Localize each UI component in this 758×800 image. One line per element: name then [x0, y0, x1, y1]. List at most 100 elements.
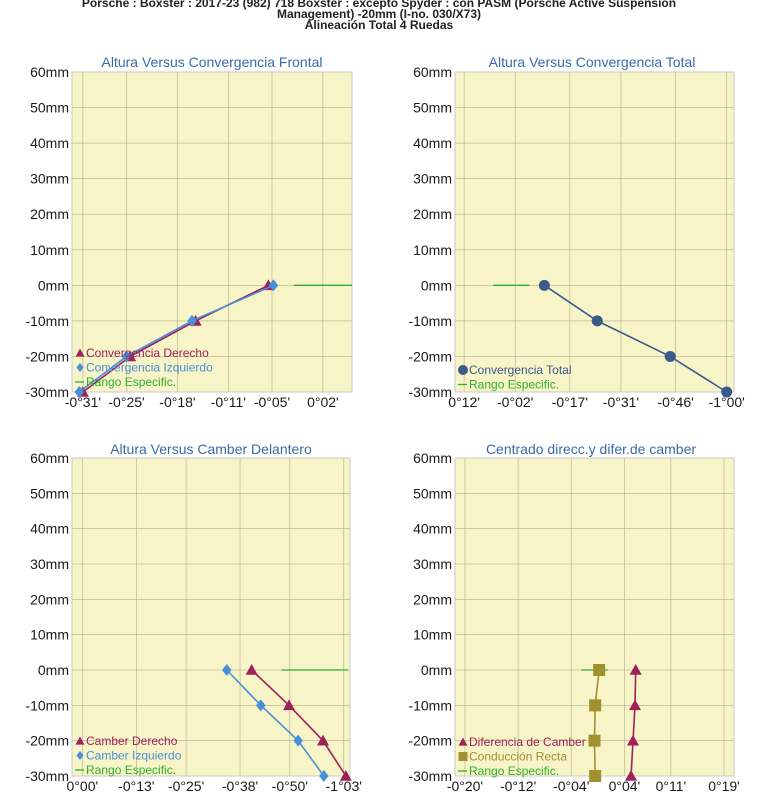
y-tick-label: 40mm: [413, 135, 452, 151]
header-line-2: Management) -20mm (I-no. 030/X73): [276, 7, 482, 21]
y-tick-label: 60mm: [30, 64, 69, 80]
y-tick-label: 10mm: [413, 627, 452, 643]
x-tick-label: -0°04': [553, 778, 589, 794]
y-tick-label: 0mm: [38, 662, 69, 678]
x-tick-label: -0°11': [211, 394, 246, 410]
series-line: [630, 669, 637, 777]
legend-label: Convergencia Total: [469, 363, 572, 377]
data-point: [627, 734, 640, 746]
y-tick-label: 50mm: [30, 485, 69, 501]
x-tick-label: -0°25': [168, 778, 204, 794]
y-tick-label: 0mm: [421, 277, 452, 293]
y-tick-label: 60mm: [413, 64, 452, 80]
y-tick-label: 40mm: [413, 521, 452, 537]
legend-swatch: [75, 736, 85, 745]
chart-panel-1: 60mm 50mm 40mm 30mm 20mm 10mm 0mm -10mm -20mm -30…: [25, 54, 353, 410]
data-point: [588, 734, 601, 747]
legend-label: Rango Especific.: [86, 375, 176, 389]
y-tick-label: 20mm: [30, 206, 69, 222]
series-line: [251, 669, 347, 777]
y-tick-label: -30mm: [408, 768, 452, 784]
chart-title: Altura Versus Convergencia Total: [489, 54, 696, 70]
y-tick-label: -30mm: [25, 384, 69, 400]
x-tick-label: -0°05': [254, 394, 290, 410]
data-point: [74, 386, 85, 398]
y-tick-label: 10mm: [30, 627, 69, 643]
y-tick-label: 10mm: [413, 242, 452, 258]
x-tick-label: -0°38': [222, 778, 258, 794]
series-line: [543, 284, 728, 393]
x-tick-label: 0°19': [708, 778, 740, 794]
plot-area: [72, 458, 350, 776]
y-tick-label: -20mm: [408, 733, 452, 749]
data-point: [593, 664, 606, 676]
data-point: [121, 350, 132, 363]
y-tick-label: 30mm: [413, 171, 452, 187]
y-tick-label: 0mm: [38, 277, 69, 293]
y-tick-label: 60mm: [30, 450, 69, 466]
header-line-3: Alineación Total 4 Ruedas: [304, 18, 454, 32]
x-tick-label: 0°02': [307, 394, 339, 410]
chart-panel-4: 60mm 50mm 40mm 30mm 20mm 10mm 0mm -10mm -20mm -30…: [408, 441, 739, 794]
data-point: [591, 315, 603, 327]
data-point: [721, 386, 733, 398]
legend-swatch: [458, 737, 468, 746]
x-tick-label: 0°00': [67, 778, 99, 794]
data-point: [245, 664, 258, 675]
series-line: [78, 284, 274, 393]
data-point: [317, 734, 330, 746]
x-tick-label: -0°25': [108, 394, 144, 410]
x-tick-label: -0°18': [159, 394, 195, 410]
data-point: [268, 279, 279, 292]
chart-title: Centrado direcc.y difer.de camber: [486, 441, 696, 457]
x-tick-label: -0°02': [497, 394, 533, 410]
chart-title: Altura Versus Convergencia Frontal: [102, 54, 323, 70]
y-tick-label: 50mm: [30, 100, 69, 116]
data-point: [293, 734, 303, 747]
y-tick-label: 30mm: [413, 556, 452, 572]
chart-title: Altura Versus Camber Delantero: [110, 441, 312, 457]
legend-swatch: [75, 348, 85, 357]
x-tick-label: -0°12': [500, 778, 536, 794]
x-tick-label: -1°00': [709, 394, 745, 410]
y-tick-label: -30mm: [25, 768, 69, 784]
x-tick-label: 0°11': [656, 778, 687, 794]
y-tick-label: 40mm: [30, 521, 69, 537]
y-tick-label: 20mm: [413, 591, 452, 607]
y-tick-label: 30mm: [30, 556, 69, 572]
y-tick-label: 30mm: [30, 171, 69, 187]
data-point: [664, 350, 676, 362]
y-tick-label: 10mm: [30, 242, 69, 258]
y-tick-label: -20mm: [408, 348, 452, 364]
x-tick-label: -0°31': [65, 394, 101, 410]
x-tick-label: 0°12': [448, 394, 480, 410]
y-tick-label: -30mm: [408, 384, 452, 400]
report-header: Porsche : Boxster : 2017-23 (982) 718 Bo…: [0, 0, 758, 31]
data-point: [589, 770, 602, 782]
series-line: [593, 669, 600, 777]
data-point: [625, 770, 638, 781]
legend-label: Rango Especific.: [469, 764, 559, 778]
x-tick-label: 0°04': [609, 778, 641, 794]
y-tick-label: 50mm: [413, 100, 452, 116]
data-point: [221, 664, 232, 676]
legend-label: Camber Izquierdo: [86, 749, 182, 763]
x-tick-label: -0°46': [657, 394, 693, 410]
data-point: [339, 770, 352, 781]
legend-label: Convergencia Izquierdo: [86, 361, 213, 375]
header-line-1: Porsche : Boxster : 2017-23 (982) 718 Bo…: [81, 0, 677, 10]
data-point: [255, 699, 266, 712]
data-point: [283, 699, 296, 711]
y-tick-label: 40mm: [30, 135, 69, 151]
data-point: [589, 699, 602, 712]
x-tick-label: -0°31': [603, 394, 639, 410]
data-point: [629, 664, 642, 675]
y-tick-label: 50mm: [413, 485, 452, 501]
chart-panel-3: 60mm 50mm 40mm 30mm 20mm 10mm 0mm -10mm -20mm -30…: [25, 441, 361, 794]
plot-area: [72, 72, 352, 392]
plot-area: [455, 72, 734, 392]
x-tick-label: -1°03': [326, 778, 362, 794]
plot-frame: [71, 71, 353, 393]
x-tick-label: -0°13': [118, 778, 154, 794]
